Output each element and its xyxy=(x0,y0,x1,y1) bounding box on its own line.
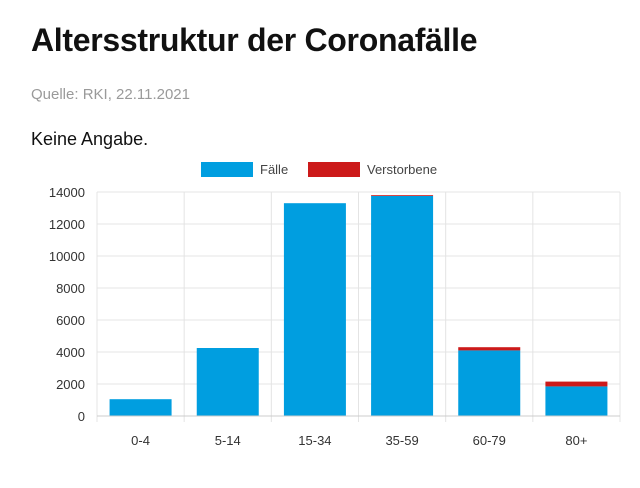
legend-label-verstorbene: Verstorbene xyxy=(367,162,437,177)
bar-faelle[interactable] xyxy=(371,196,434,416)
bar-verstorbene[interactable] xyxy=(371,195,434,196)
legend-item-verstorbene[interactable]: Verstorbene xyxy=(308,162,437,177)
y-tick-label: 4000 xyxy=(56,345,85,360)
legend: Fälle Verstorbene xyxy=(201,162,437,177)
bars xyxy=(109,195,608,416)
bar-faelle[interactable] xyxy=(458,350,521,416)
bar-faelle[interactable] xyxy=(109,399,172,416)
legend-item-faelle[interactable]: Fälle xyxy=(201,162,288,177)
y-tick-label: 14000 xyxy=(49,185,85,200)
x-tick-label: 5-14 xyxy=(215,433,241,448)
x-tick-label: 0-4 xyxy=(131,433,150,448)
subtitle-label: Keine Angabe. xyxy=(31,129,149,149)
bar-chart: Fälle Verstorbene 0 2000 4000 6000 8000 10000… xyxy=(49,162,621,448)
x-tick-label: 35-59 xyxy=(385,433,418,448)
bar-faelle[interactable] xyxy=(196,348,259,416)
y-tick-label: 12000 xyxy=(49,217,85,232)
x-tick-label: 15-34 xyxy=(298,433,331,448)
source-label: Quelle: RKI, 22.11.2021 xyxy=(31,86,190,103)
legend-swatch-faelle xyxy=(201,162,253,177)
y-axis-ticks: 0 2000 4000 6000 8000 10000 12000 14000 xyxy=(49,185,85,424)
legend-label-faelle: Fälle xyxy=(260,162,288,177)
x-axis-ticks: 0-4 5-14 15-34 35-59 60-79 80+ xyxy=(131,433,587,448)
bar-verstorbene[interactable] xyxy=(458,347,521,351)
bar-verstorbene[interactable] xyxy=(545,381,608,387)
y-tick-label: 10000 xyxy=(49,249,85,264)
legend-swatch-verstorbene xyxy=(308,162,360,177)
y-tick-label: 0 xyxy=(78,409,85,424)
bar-faelle[interactable] xyxy=(283,203,346,416)
page-title: Altersstruktur der Coronafälle xyxy=(31,22,478,58)
x-tick-label: 80+ xyxy=(565,433,587,448)
y-tick-label: 8000 xyxy=(56,281,85,296)
bar-faelle[interactable] xyxy=(545,386,608,416)
x-tick-label: 60-79 xyxy=(473,433,506,448)
y-tick-label: 2000 xyxy=(56,377,85,392)
gridlines xyxy=(96,191,621,422)
y-tick-label: 6000 xyxy=(56,313,85,328)
